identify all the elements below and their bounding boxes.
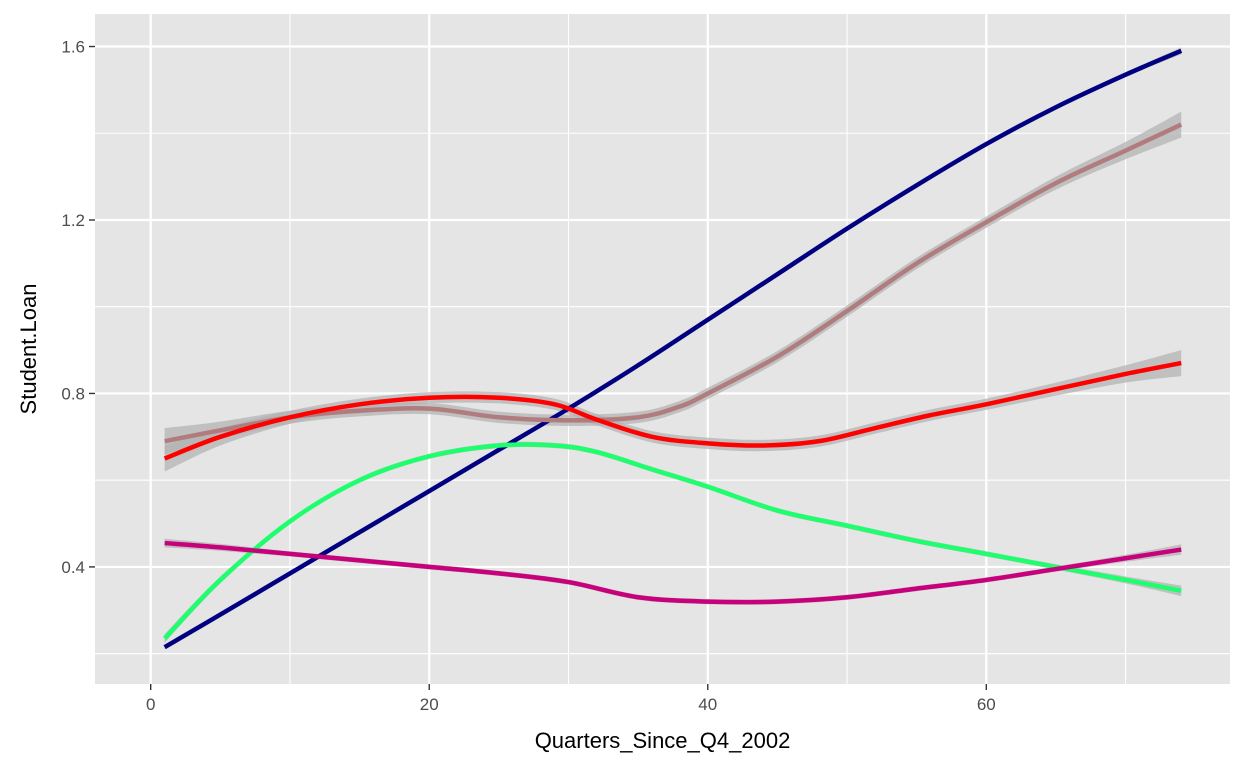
series-3-line [163,360,1182,461]
x-tick-label: 0 [146,695,155,714]
y-tick-label: 0.4 [61,558,85,577]
series-2-line [164,122,1183,444]
y-tick-label: 0.8 [61,384,85,403]
y-axis-ticks: 0.4 0.8 1.2 1.6 [61,38,95,577]
y-tick-label: 1.2 [61,211,85,230]
series-4-line [163,442,1182,641]
x-axis-title: Quarters_Since_Q4_2002 [535,728,791,753]
y-axis-title: Student.Loan [16,284,41,415]
series-5-line [164,540,1182,605]
series-3-confidence-band [164,350,1182,472]
y-tick-label: 1.6 [61,38,85,57]
x-tick-label: 40 [698,695,717,714]
x-tick-label: 60 [977,695,996,714]
minor-gridlines [95,14,1230,684]
x-axis-ticks: 0 20 40 60 [146,684,996,714]
series-1-line [163,48,1183,650]
x-tick-label: 20 [420,695,439,714]
series-lines [163,48,1183,650]
major-gridlines [95,14,1230,684]
